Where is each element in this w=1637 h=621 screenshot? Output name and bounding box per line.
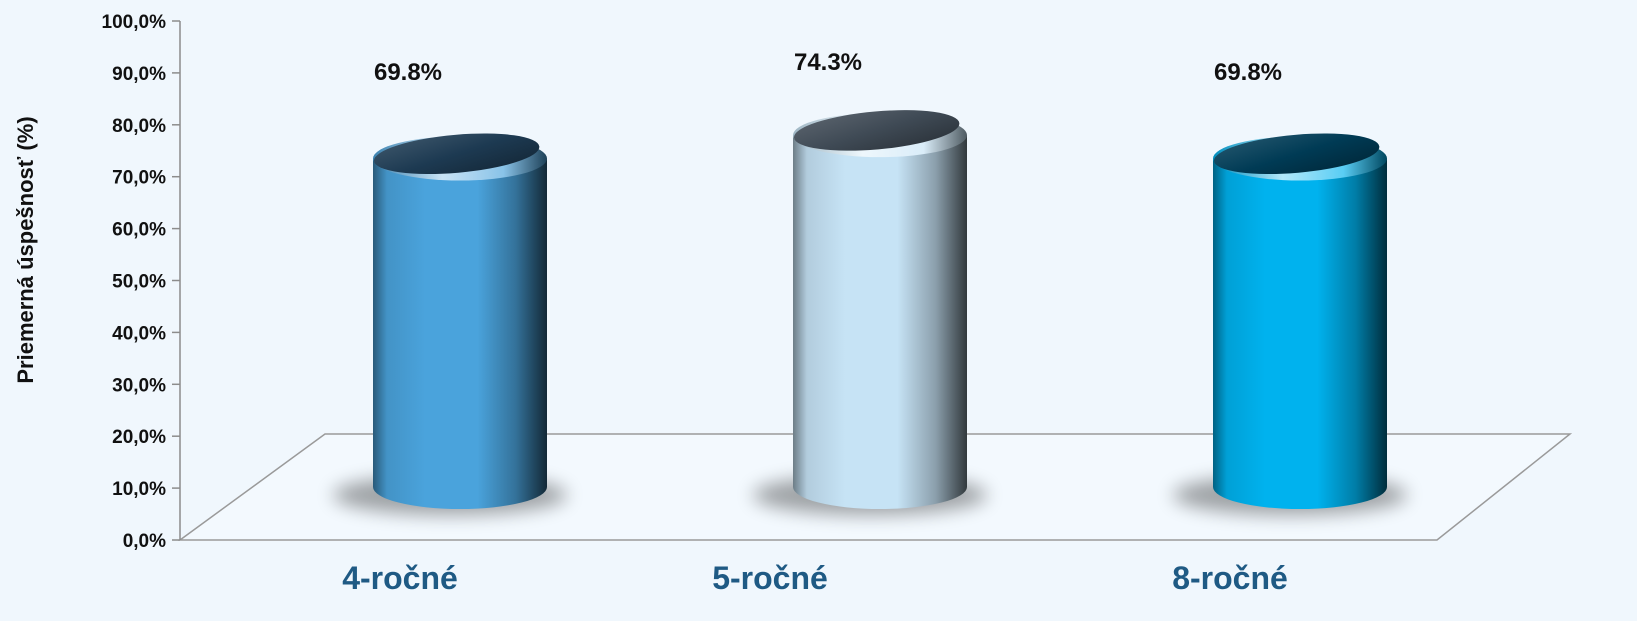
data-labels: 69.8% 74.3% 69.8% bbox=[374, 49, 1282, 86]
y-axis: 0,0% 10,0% 20,0% 30,0% 40,0% 50,0% 60,0% 70,0% 8… bbox=[102, 12, 181, 552]
y-tick-label: 10,0% bbox=[112, 479, 166, 500]
bar-body bbox=[373, 157, 547, 509]
bar bbox=[793, 110, 967, 509]
y-tick-label: 50,0% bbox=[112, 272, 166, 293]
bar-body bbox=[1213, 157, 1387, 509]
bar-top bbox=[793, 110, 960, 151]
y-tick-label: 20,0% bbox=[112, 427, 166, 448]
bar bbox=[373, 133, 547, 509]
data-label: 74.3% bbox=[794, 49, 862, 76]
bar bbox=[1213, 133, 1387, 509]
bar-body bbox=[793, 134, 967, 509]
y-tick-label: 80,0% bbox=[112, 116, 166, 137]
bar-top bbox=[373, 133, 540, 175]
y-tick-label: 100,0% bbox=[102, 12, 167, 33]
y-tick-label: 70,0% bbox=[112, 168, 166, 189]
y-tick-label: 60,0% bbox=[112, 220, 166, 241]
y-tick-label: 90,0% bbox=[112, 64, 166, 85]
category-labels: 4-ročné 5-ročné 8-ročné bbox=[342, 560, 1288, 596]
y-axis-title: Priemerná úspešnosť (%) bbox=[13, 116, 38, 383]
data-label: 69.8% bbox=[374, 59, 442, 86]
data-label: 69.8% bbox=[1214, 59, 1282, 86]
category-label: 8-ročné bbox=[1172, 560, 1288, 596]
bar-top bbox=[1213, 133, 1380, 175]
y-tick-label: 40,0% bbox=[112, 323, 166, 344]
category-label: 5-ročné bbox=[712, 560, 828, 596]
y-tick-label: 30,0% bbox=[112, 375, 166, 396]
bars bbox=[373, 110, 1387, 509]
category-label: 4-ročné bbox=[342, 560, 458, 596]
y-tick-label: 0,0% bbox=[123, 531, 166, 552]
